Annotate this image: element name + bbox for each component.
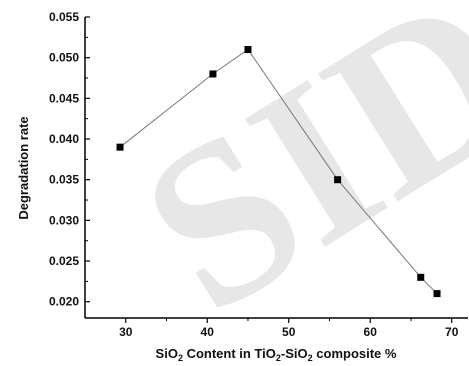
x-tick-label: 60: [364, 325, 378, 339]
data-point: [417, 273, 425, 281]
data-series: [116, 46, 441, 298]
y-tick-label: 0.040: [49, 132, 79, 146]
x-tick-label: 40: [201, 325, 215, 339]
y-tick-label: 0.050: [49, 51, 79, 65]
data-point: [433, 290, 441, 298]
x-axis-title: SiO2 Content in TiO2-SiO2 composite %: [156, 346, 397, 363]
y-tick-label: 0.020: [49, 295, 79, 309]
x-tick-label: 70: [445, 325, 459, 339]
y-tick-label: 0.055: [49, 10, 79, 24]
y-axis: 0.020 0.025 0.030 0.035 0.040 0.045 0.050 0.055: [49, 10, 90, 309]
data-point: [116, 143, 124, 151]
data-point: [334, 176, 342, 184]
y-tick-label: 0.035: [49, 173, 79, 187]
y-tick-label: 0.030: [49, 213, 79, 227]
watermark: SID: [101, 0, 469, 361]
y-tick-label: 0.025: [49, 254, 79, 268]
svg-text:SID: SID: [101, 0, 469, 361]
y-tick-label: 0.045: [49, 91, 79, 105]
x-tick-label: 30: [119, 325, 133, 339]
data-point: [244, 46, 252, 54]
x-axis: 30 40 50 60 70: [119, 318, 459, 339]
plot-area: [84, 17, 468, 319]
y-axis-title: Degradation rate: [16, 116, 31, 219]
data-point: [209, 70, 217, 78]
x-tick-label: 50: [282, 325, 296, 339]
